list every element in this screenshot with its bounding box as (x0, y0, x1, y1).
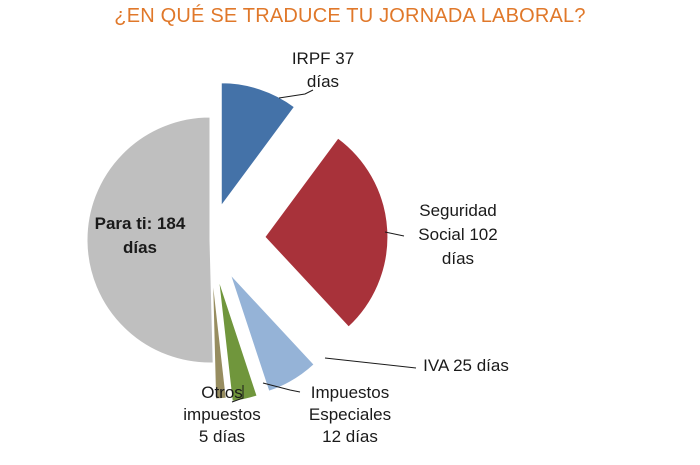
slice-label-line: Otros (201, 383, 243, 402)
leader-line-otros-impuestos (231, 385, 244, 403)
leader-lines (231, 89, 417, 403)
slice-label-irpf: IRPF 37 días (292, 49, 354, 91)
leader-line-seguridad-social (384, 231, 405, 237)
slice-label-line: Impuestos (311, 383, 389, 402)
slice-label-line: Especiales (309, 405, 391, 424)
slice-label-line: Seguridad (419, 201, 497, 220)
slice-label-line: IVA 25 días (423, 356, 509, 375)
slice-label-line: días (442, 249, 474, 268)
slice-label-seguridad-social: Seguridad Social 102 días (418, 201, 497, 268)
slice-label-para-ti: Para ti: 184 días (95, 214, 186, 257)
pie-slice-iva (229, 274, 315, 392)
pie-slice-seguridad-social (264, 137, 389, 328)
slice-label-line: días (123, 238, 157, 257)
slice-labels: IRPF 37 días Seguridad Social 102 días IVA 25… (95, 49, 509, 446)
slice-label-line: Social 102 (418, 225, 497, 244)
slice-label-line: 5 días (199, 427, 245, 446)
slice-label-iva: IVA 25 días (423, 356, 509, 375)
slice-label-otros-impuestos: Otros impuestos 5 días (183, 383, 260, 446)
slice-label-line: días (307, 72, 339, 91)
chart-title: ¿EN QUÉ SE TRADUCE TU JORNADA LABORAL? (114, 5, 586, 27)
pie-slice-irpf (220, 82, 296, 208)
leader-line-irpf (278, 89, 314, 99)
pie-slices (86, 82, 389, 402)
leader-line-impuestos-especiales (262, 382, 301, 393)
slice-label-line: IRPF 37 (292, 49, 354, 68)
slice-label-line: Para ti: 184 (95, 214, 186, 233)
pie-slice-impuestos-especiales (218, 278, 258, 402)
slice-label-impuestos-especiales: Impuestos Especiales 12 días (309, 383, 391, 446)
pie-slice-otros-impuestos (211, 275, 227, 400)
leader-line-iva (324, 357, 417, 369)
slice-label-line: 12 días (322, 427, 378, 446)
pie-slice-para-ti (86, 116, 214, 364)
slice-label-line: impuestos (183, 405, 260, 424)
